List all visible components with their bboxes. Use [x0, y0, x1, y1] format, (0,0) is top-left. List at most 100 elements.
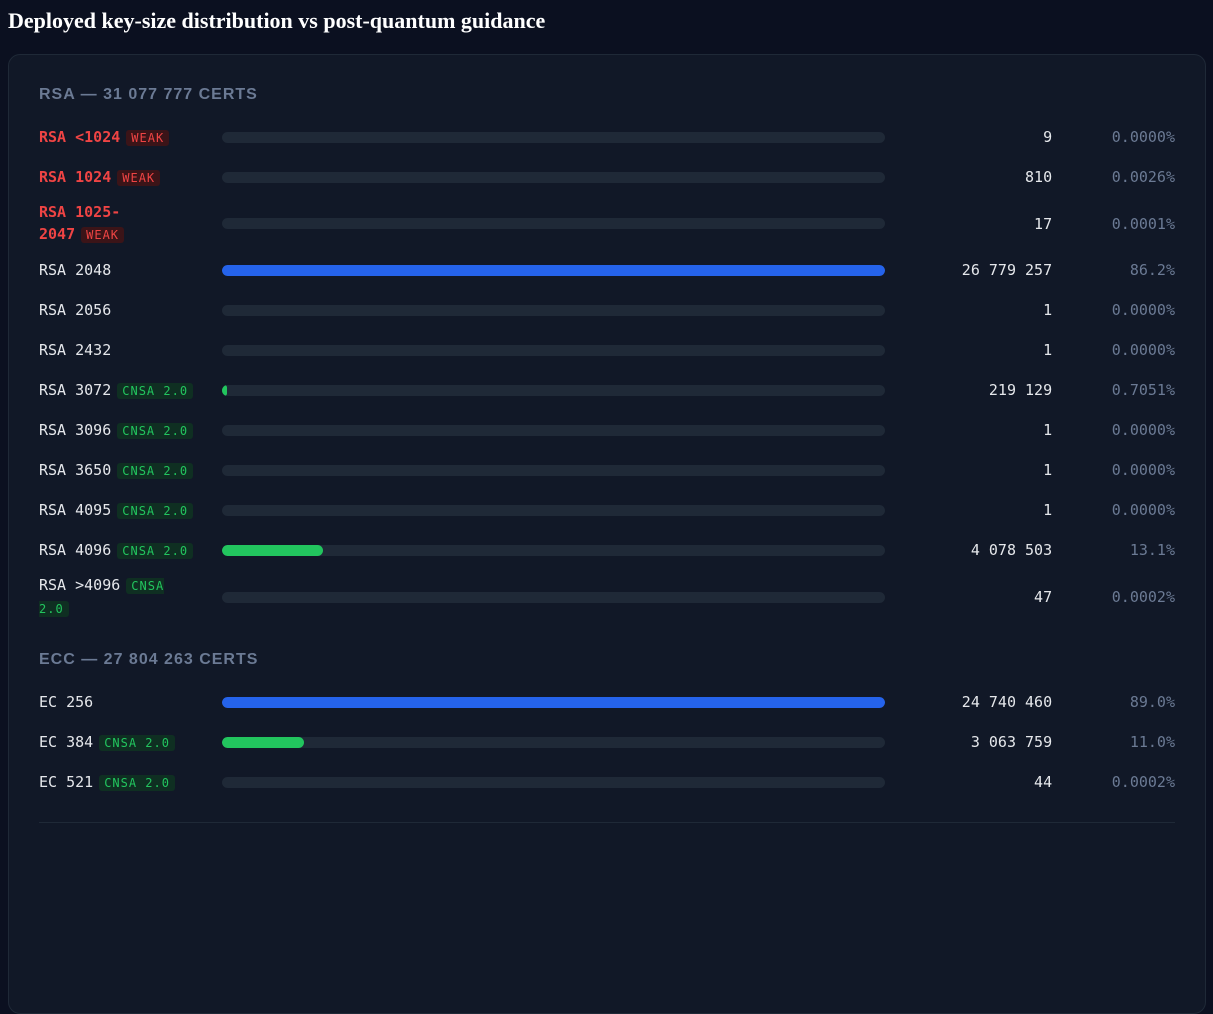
key-name: EC 256 [39, 693, 93, 711]
key-label: RSA 3072 CNSA 2.0 [39, 375, 199, 406]
section-heading: ECC — 27 804 263 CERTS [39, 648, 1175, 672]
title: Deployed key-size distribution vs post-q… [8, 8, 545, 34]
badge: CNSA 2.0 [99, 735, 175, 751]
percent: 0.0002% [1052, 773, 1175, 791]
badge: CNSA 2.0 [117, 543, 193, 559]
key-label: RSA 2432 [39, 335, 199, 365]
key-label: RSA 1024 WEAK [39, 162, 199, 193]
key-name: RSA 4096 [39, 541, 111, 559]
count: 1 [885, 341, 1052, 359]
key-label: RSA 2048 [39, 255, 199, 285]
percent: 0.0002% [1052, 588, 1175, 606]
badge: WEAK [81, 227, 124, 243]
section-heading: RSA — 31 077 777 CERTS [39, 83, 1175, 107]
key-label: EC 384 CNSA 2.0 [39, 727, 199, 758]
count: 9 [885, 128, 1052, 146]
bar-track [222, 425, 885, 436]
key-name: RSA 2056 [39, 301, 111, 319]
count: 1 [885, 421, 1052, 439]
bar [222, 545, 323, 556]
bar-track [222, 777, 885, 788]
key-label: RSA 4096 CNSA 2.0 [39, 535, 199, 566]
count: 1 [885, 501, 1052, 519]
key-label: RSA 2056 [39, 295, 199, 325]
percent: 0.0000% [1052, 301, 1175, 319]
percent: 13.1% [1052, 541, 1175, 559]
badge: WEAK [117, 170, 160, 186]
percent: 0.0000% [1052, 461, 1175, 479]
key-name: RSA 3072 [39, 381, 111, 399]
percent: 0.0026% [1052, 168, 1175, 186]
bar-track [222, 737, 885, 748]
badge: CNSA 2.0 [117, 503, 193, 519]
bar-track [222, 345, 885, 356]
count: 219 129 [885, 381, 1052, 399]
count: 47 [885, 588, 1052, 606]
bar-track [222, 265, 885, 276]
bar-track [222, 545, 885, 556]
percent: 0.0000% [1052, 421, 1175, 439]
separator [39, 822, 1175, 823]
count: 810 [885, 168, 1052, 186]
key-name: RSA 2048 [39, 261, 111, 279]
percent: 0.0001% [1052, 215, 1175, 233]
count: 4 078 503 [885, 541, 1052, 559]
key-name: EC 384 [39, 733, 93, 751]
percent: 0.0000% [1052, 501, 1175, 519]
percent: 11.0% [1052, 733, 1175, 751]
bar-track [222, 218, 885, 229]
percent: 86.2% [1052, 261, 1175, 279]
bar [222, 265, 885, 276]
badge: CNSA 2.0 [117, 423, 193, 439]
bar-track [222, 465, 885, 476]
count: 3 063 759 [885, 733, 1052, 751]
percent: 0.0000% [1052, 341, 1175, 359]
badge: CNSA 2.0 [117, 383, 193, 399]
bar-track [222, 385, 885, 396]
key-name: RSA 4095 [39, 501, 111, 519]
key-name: RSA 2432 [39, 341, 111, 359]
page: Deployed key-size distribution vs post-q… [0, 0, 1213, 975]
key-label: EC 256 [39, 687, 199, 717]
key-label: EC 521 CNSA 2.0 [39, 767, 199, 798]
key-name: RSA 1024 [39, 168, 111, 186]
key-name: EC 521 [39, 773, 93, 791]
percent: 0.0000% [1052, 128, 1175, 146]
count: 1 [885, 301, 1052, 319]
bar-track [222, 172, 885, 183]
key-label: RSA 3096 CNSA 2.0 [39, 415, 199, 446]
badge: CNSA 2.0 [99, 775, 175, 791]
count: 17 [885, 215, 1052, 233]
key-label: RSA 4095 CNSA 2.0 [39, 495, 199, 526]
bar-track [222, 305, 885, 316]
count: 24 740 460 [885, 693, 1052, 711]
bar-track [222, 132, 885, 143]
count: 26 779 257 [885, 261, 1052, 279]
bar-track [222, 697, 885, 708]
badge: CNSA 2.0 [117, 463, 193, 479]
count: 1 [885, 461, 1052, 479]
key-name: RSA 3096 [39, 421, 111, 439]
percent: 0.7051% [1052, 381, 1175, 399]
